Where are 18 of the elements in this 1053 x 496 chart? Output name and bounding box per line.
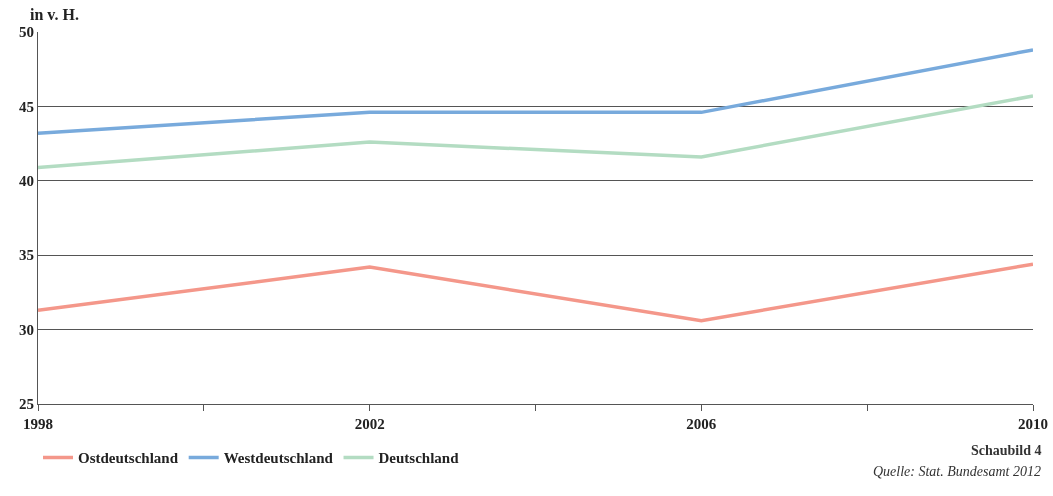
y-tick-label: 50	[19, 24, 34, 41]
x-tick-label: 2010	[1018, 416, 1048, 432]
y-axis-title: in v. H.	[30, 6, 79, 23]
text: Schaubild 4	[971, 443, 1042, 458]
y-tick-label: 30	[19, 321, 34, 338]
y-tick-label: 45	[19, 98, 34, 115]
y-tick-label: 40	[19, 173, 34, 190]
y-tick-label: 35	[19, 247, 34, 264]
legend-label: Deutschland	[378, 450, 460, 467]
x-tick-label: 1998	[23, 416, 53, 432]
y-tick-label: 25	[19, 396, 34, 413]
legend-label: Ostdeutschland	[78, 450, 179, 467]
legend-label: Westdeutschland	[223, 450, 334, 467]
source-note: Quelle: Stat. Bundesamt 2012	[873, 464, 1041, 479]
line-series	[38, 94, 1033, 170]
line-series	[38, 262, 1033, 323]
x-tick-label: 2002	[354, 416, 385, 432]
x-tick-label: 2006	[686, 416, 717, 432]
